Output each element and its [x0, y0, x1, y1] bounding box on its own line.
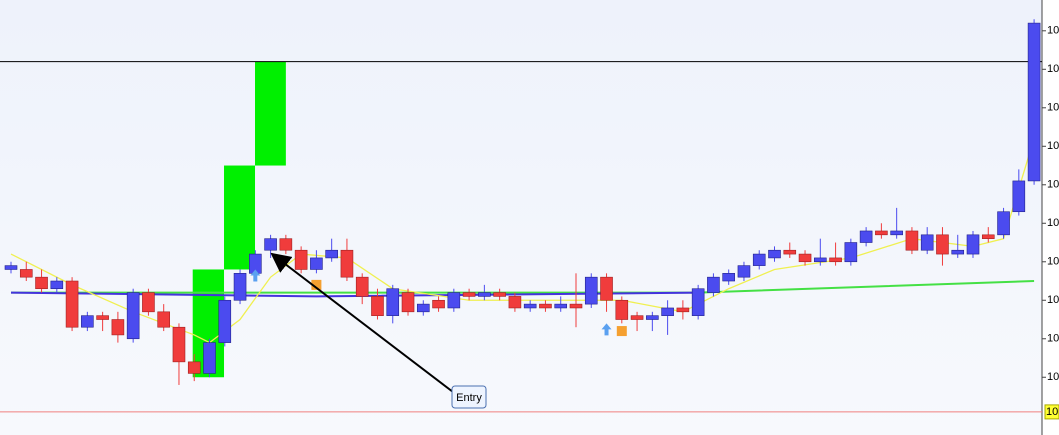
- candle-body: [203, 342, 216, 374]
- candle-body: [142, 292, 155, 313]
- candle-body: [584, 276, 598, 305]
- candle-body: [707, 276, 720, 293]
- candle-body: [997, 211, 1010, 236]
- candle-body: [81, 315, 94, 328]
- y-tick-label: 10: [1047, 63, 1059, 75]
- y-tick-label: 10: [1047, 179, 1059, 191]
- candle-body: [19, 269, 33, 278]
- y-tick-label: 10: [1047, 294, 1059, 306]
- y-tick-label: 10: [1047, 256, 1059, 268]
- candle-body: [691, 288, 705, 316]
- candle-body: [371, 296, 384, 316]
- candle-body: [951, 249, 965, 255]
- candle-body: [294, 249, 308, 270]
- annotation-arrow: [270, 252, 454, 393]
- candle-body: [981, 234, 995, 239]
- candle-body: [905, 230, 919, 251]
- candle-body: [35, 276, 48, 290]
- candle-body: [752, 253, 766, 266]
- candle-body: [187, 361, 201, 374]
- candle-body: [661, 307, 674, 316]
- y-tick-label: 10: [1047, 140, 1059, 152]
- candle-body: [768, 249, 781, 259]
- candle-body: [814, 257, 827, 263]
- candle-body: [401, 292, 415, 313]
- candle-body: [355, 276, 369, 297]
- candle-body: [462, 292, 476, 297]
- candle-body: [676, 307, 690, 313]
- candle-body: [569, 303, 583, 309]
- y-tick-label: 10: [1047, 217, 1059, 229]
- candle-body: [936, 234, 949, 255]
- candle-body: [600, 276, 613, 301]
- y-tick-label: 10: [1047, 371, 1059, 383]
- candle-body: [646, 315, 659, 320]
- y-tick-label: 10: [1047, 102, 1059, 114]
- candle-body: [126, 292, 140, 340]
- candle-body: [65, 280, 79, 328]
- candle-body: [218, 299, 232, 343]
- y-tick-label: 10: [1047, 25, 1059, 37]
- candle-body: [478, 292, 491, 297]
- candle-body: [172, 326, 186, 363]
- brick: [224, 165, 256, 270]
- candle-body: [310, 257, 323, 270]
- candle-body: [432, 299, 445, 309]
- candle-body: [50, 280, 64, 290]
- candle-body: [920, 234, 934, 251]
- candle-body: [416, 303, 430, 313]
- candle-body: [798, 253, 812, 263]
- candle-body: [157, 311, 170, 328]
- candle-body: [4, 265, 18, 270]
- y-tick-label: 10: [1047, 333, 1059, 345]
- axis-area: [1042, 0, 1059, 435]
- candle-body: [508, 296, 522, 309]
- candle-body: [340, 249, 354, 278]
- candle-body: [722, 273, 735, 282]
- annotation-text: Entry: [456, 392, 482, 404]
- candle-body: [1027, 22, 1041, 182]
- candle-body: [875, 230, 888, 236]
- candle-body: [737, 265, 751, 278]
- candle-body: [1012, 180, 1026, 213]
- brick: [255, 61, 286, 166]
- candle-body: [386, 288, 400, 316]
- signal-arrow: [601, 323, 612, 336]
- candle-body: [523, 303, 537, 309]
- candle-body: [829, 257, 842, 263]
- candle-body: [279, 238, 293, 251]
- candle-body: [264, 238, 277, 251]
- candle-body: [554, 303, 568, 309]
- candle-body: [966, 234, 980, 255]
- candle-body: [783, 249, 797, 255]
- candle-body: [539, 303, 552, 309]
- signal-square: [311, 279, 322, 290]
- candle-body: [493, 292, 506, 297]
- candle-body: [233, 273, 247, 301]
- candle-body: [859, 230, 873, 243]
- level-label: 10: [1046, 406, 1058, 418]
- level-tag: [1044, 404, 1059, 420]
- signal-arrow: [250, 269, 261, 282]
- candle-body: [844, 242, 858, 263]
- signal-square: [616, 326, 627, 337]
- candle-body: [615, 299, 629, 320]
- candle-body: [630, 315, 644, 320]
- candle-body: [325, 249, 338, 259]
- candle-body: [96, 315, 109, 320]
- indicator-line: [10, 291, 699, 298]
- candle-body: [890, 230, 903, 236]
- candle-body: [111, 319, 125, 336]
- annotation-box: [451, 385, 487, 409]
- candle-body: [447, 292, 461, 309]
